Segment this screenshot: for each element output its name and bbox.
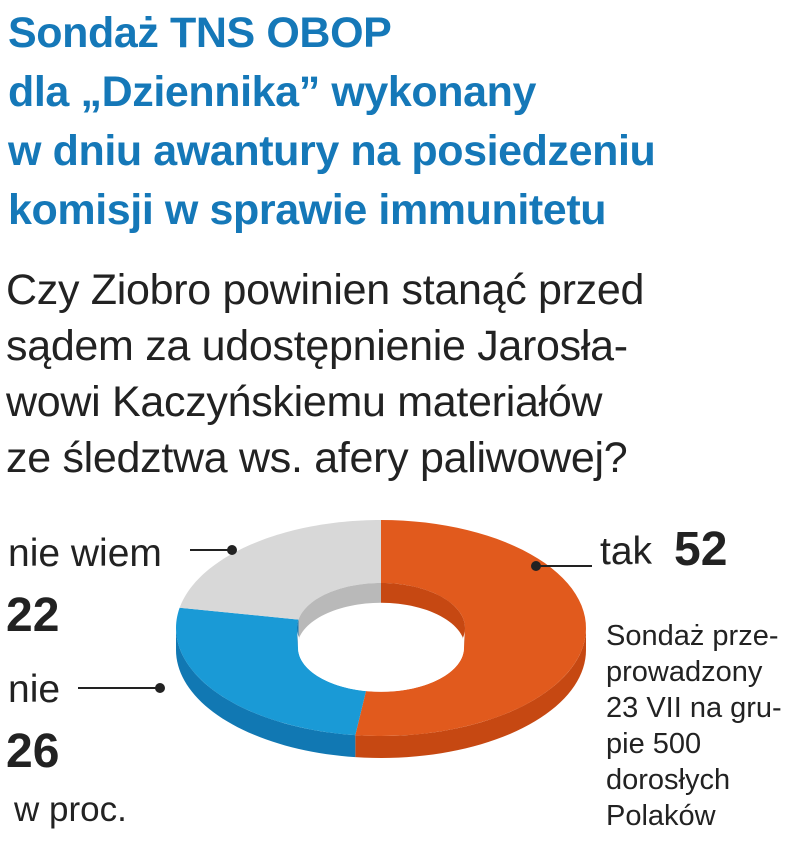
slice-nie-wiem (179, 520, 381, 620)
note-line: dorosłych (606, 764, 731, 796)
note-line: Polaków (606, 800, 716, 832)
slice-label-tak: tak (600, 530, 653, 573)
slice-side-nie (176, 628, 356, 758)
slice-value-tak: 52 (674, 523, 728, 576)
donut-hole-front (297, 628, 465, 692)
title-line: dla „Dziennika” wykonany (8, 68, 537, 116)
survey-question: Czy Ziobro powinien stanąć przed sądem z… (6, 262, 801, 486)
slice-value-nie: 26 (6, 725, 60, 778)
slice-nie (176, 607, 371, 736)
note-line: prowadzony (606, 656, 763, 688)
question-line: Czy Ziobro powinien stanąć przed (6, 266, 645, 314)
question-line: ze śledztwa ws. afery paliwowej? (6, 434, 628, 482)
slice-value-nie-wiem: 22 (6, 589, 60, 642)
title-line: w dniu awantury na posiedzeniu (8, 127, 656, 175)
unit-label: w proc. (14, 790, 127, 829)
leader-dot (531, 561, 541, 571)
note-line: pie 500 (606, 728, 702, 760)
leader-dot (155, 683, 165, 693)
chart-title: Sondaż TNS OBOP dla „Dziennika” wykonany… (8, 4, 798, 240)
slice-side-tak (355, 628, 586, 758)
slice-inner-tak (381, 583, 465, 648)
note-line: 23 VII na gru- (606, 692, 782, 724)
title-line: komisji w sprawie immunitetu (8, 186, 607, 234)
question-line: sądem za udostępnienie Jarosła- (6, 322, 628, 370)
question-line: wowi Kaczyńskiemu materiałów (6, 378, 603, 426)
slice-label-nie: nie (8, 668, 61, 711)
slice-inner-nie-wiem (298, 583, 381, 640)
title-line: Sondaż TNS OBOP (8, 9, 392, 57)
note-line: Sondaż prze- (606, 620, 779, 652)
methodology-note: Sondaż prze- prowadzony 23 VII na gru- p… (606, 618, 802, 834)
leader-dot (227, 545, 237, 555)
slice-label-nie-wiem: nie wiem (8, 532, 162, 575)
slice-inner-nie (297, 619, 299, 648)
